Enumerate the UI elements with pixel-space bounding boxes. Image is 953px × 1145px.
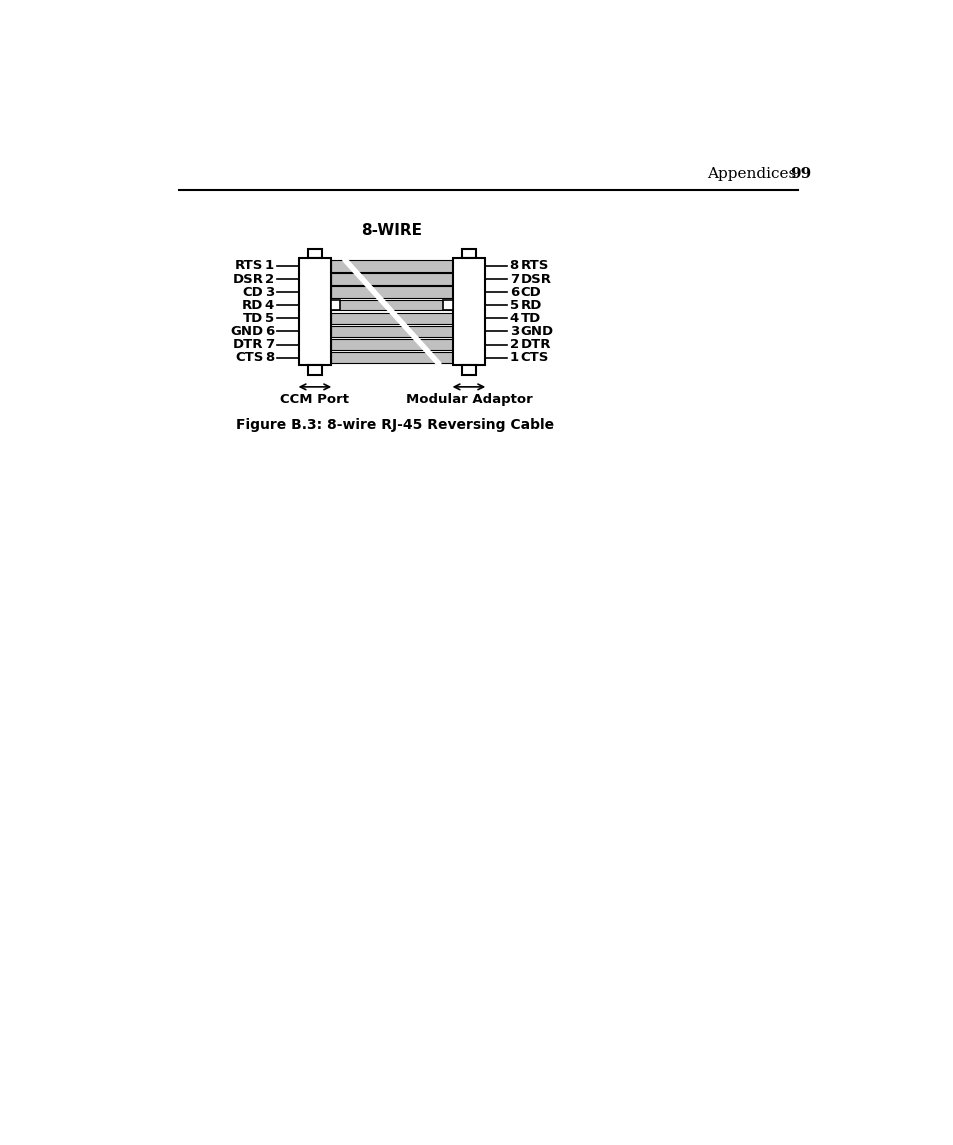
Bar: [331, 339, 453, 350]
Text: Appendices: Appendices: [706, 167, 795, 181]
Text: 7: 7: [509, 273, 518, 285]
Text: 1: 1: [509, 352, 518, 364]
Bar: [298, 259, 331, 365]
Text: 8-WIRE: 8-WIRE: [361, 223, 422, 238]
Text: 8: 8: [265, 352, 274, 364]
Text: DTR: DTR: [233, 338, 263, 352]
Text: 99: 99: [789, 167, 810, 181]
Bar: [331, 300, 340, 310]
Bar: [331, 352, 453, 363]
Text: RD: RD: [242, 299, 263, 311]
Text: 6: 6: [265, 325, 274, 338]
Text: RTS: RTS: [234, 260, 263, 273]
Text: 2: 2: [509, 338, 518, 352]
Bar: [453, 259, 484, 365]
Text: RTS: RTS: [520, 260, 548, 273]
Text: 5: 5: [509, 299, 518, 311]
Text: 6: 6: [509, 285, 518, 299]
Text: DSR: DSR: [233, 273, 263, 285]
Text: 4: 4: [265, 299, 274, 311]
Bar: [331, 300, 453, 310]
Text: CTS: CTS: [234, 352, 263, 364]
Text: DSR: DSR: [520, 273, 551, 285]
Text: 2: 2: [265, 273, 274, 285]
Text: CD: CD: [242, 285, 263, 299]
Bar: [331, 313, 453, 324]
Bar: [331, 274, 453, 285]
Text: 1: 1: [265, 260, 274, 273]
Bar: [461, 365, 476, 374]
Text: Modular Adaptor: Modular Adaptor: [405, 393, 532, 406]
Text: GND: GND: [230, 325, 263, 338]
Bar: [443, 300, 453, 310]
Bar: [331, 325, 453, 338]
Text: CTS: CTS: [520, 352, 548, 364]
Text: Figure B.3: 8-wire RJ-45 Reversing Cable: Figure B.3: 8-wire RJ-45 Reversing Cable: [235, 418, 553, 432]
Bar: [331, 260, 453, 271]
Text: CCM Port: CCM Port: [280, 393, 349, 406]
Bar: [461, 250, 476, 259]
Bar: [308, 250, 321, 259]
Text: 8: 8: [509, 260, 518, 273]
Text: CD: CD: [520, 285, 540, 299]
Text: TD: TD: [520, 311, 540, 325]
Text: 4: 4: [509, 311, 518, 325]
Bar: [331, 286, 453, 298]
Text: RD: RD: [520, 299, 541, 311]
Text: 5: 5: [265, 311, 274, 325]
Text: 3: 3: [509, 325, 518, 338]
Text: 3: 3: [265, 285, 274, 299]
Text: 7: 7: [265, 338, 274, 352]
Bar: [308, 365, 321, 374]
Text: DTR: DTR: [520, 338, 551, 352]
Text: TD: TD: [243, 311, 263, 325]
Text: GND: GND: [520, 325, 553, 338]
